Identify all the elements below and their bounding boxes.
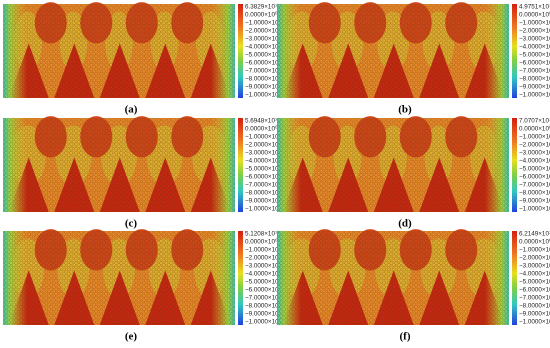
legend-label: −9.0000×10⁷: [245, 198, 282, 205]
legend-label: 0.0000×10⁰: [245, 239, 278, 246]
legend-label: −6.0000×10⁷: [245, 174, 282, 181]
legend-label: −8.0000×10⁷: [519, 303, 550, 310]
colorbar: [238, 118, 243, 212]
mesh: [3, 118, 235, 212]
legend-label: −1.0000×10⁷: [519, 247, 550, 254]
legend-label: −4.0000×10⁷: [245, 44, 282, 51]
panel-caption: (d): [398, 218, 412, 230]
legend-label: −3.0000×10⁷: [245, 36, 282, 43]
legend-label: −2.0000×10⁷: [519, 255, 550, 262]
legend-label: −7.0000×10⁷: [519, 295, 550, 302]
legend-label: −3.0000×10⁷: [519, 263, 550, 270]
panel: 7.0707×10⁷0.0000×10⁰−1.0000×10⁷−2.0000×1…: [277, 116, 550, 230]
legend-label: −5.0000×10⁷: [245, 279, 282, 286]
legend-label: 4.9751×10⁷: [519, 4, 550, 11]
legend-label: −7.0000×10⁷: [519, 182, 550, 189]
panel-caption: (b): [398, 104, 412, 116]
legend-label: −7.0000×10⁷: [519, 68, 550, 75]
legend-label: −6.0000×10⁷: [519, 287, 550, 294]
legend-label: −8.0000×10⁷: [245, 190, 282, 197]
legend-label: 7.0707×10⁷: [519, 118, 550, 125]
legend-label: −1.0000×10⁸: [245, 319, 282, 326]
mesh: [277, 231, 509, 325]
mesh: [277, 4, 509, 98]
panel: 4.9751×10⁷0.0000×10⁰−1.0000×10⁷−2.0000×1…: [277, 2, 550, 116]
legend-label: −5.0000×10⁷: [245, 166, 282, 173]
legend-label: −1.0000×10⁷: [519, 20, 550, 27]
mesh: [3, 4, 235, 98]
legend-label: −3.0000×10⁷: [245, 150, 282, 157]
panel-caption: (c): [125, 218, 138, 230]
legend-label: −1.0000×10⁸: [519, 206, 550, 213]
mesh: [277, 118, 509, 212]
legend-label: −2.0000×10⁷: [245, 142, 282, 149]
legend-label: 5.1208×10⁷: [245, 231, 278, 238]
legend-label: −5.0000×10⁷: [245, 52, 282, 59]
legend-label: −5.0000×10⁷: [519, 166, 550, 173]
panel: 6.2149×10⁷0.0000×10⁰−1.0000×10⁷−2.0000×1…: [277, 229, 550, 343]
legend-label: −4.0000×10⁷: [519, 44, 550, 51]
legend-label: −5.0000×10⁷: [519, 52, 550, 59]
legend-label: −2.0000×10⁷: [245, 255, 282, 262]
legend-label: −1.0000×10⁸: [245, 92, 282, 99]
legend-label: −3.0000×10⁷: [519, 36, 550, 43]
panel: 5.1208×10⁷0.0000×10⁰−1.0000×10⁷−2.0000×1…: [3, 229, 282, 343]
legend-label: −3.0000×10⁷: [519, 150, 550, 157]
legend-label: −1.0000×10⁸: [519, 319, 550, 326]
legend-label: −2.0000×10⁷: [245, 28, 282, 35]
legend-label: 0.0000×10⁰: [519, 12, 550, 19]
legend-label: −1.0000×10⁷: [519, 134, 550, 141]
legend-label: −9.0000×10⁷: [245, 311, 282, 318]
legend-label: −3.0000×10⁷: [245, 263, 282, 270]
panel-caption: (e): [125, 331, 138, 343]
legend-label: 5.6948×10⁷: [245, 118, 278, 125]
mesh: [3, 231, 235, 325]
legend-label: −1.0000×10⁷: [245, 247, 282, 254]
panel: 6.3829×10⁷0.0000×10⁰−1.0000×10⁷−2.0000×1…: [3, 2, 282, 116]
legend-label: −9.0000×10⁷: [519, 198, 550, 205]
legend-label: −2.0000×10⁷: [519, 142, 550, 149]
legend-label: −1.0000×10⁷: [245, 20, 282, 27]
legend-label: 0.0000×10⁰: [519, 239, 550, 246]
legend-label: −9.0000×10⁷: [245, 84, 282, 91]
legend-label: −8.0000×10⁷: [519, 76, 550, 83]
legend-label: 0.0000×10⁰: [245, 126, 278, 133]
legend-label: −1.0000×10⁸: [245, 206, 282, 213]
colorbar: [512, 118, 517, 212]
legend-label: −8.0000×10⁷: [519, 190, 550, 197]
legend-label: 6.3829×10⁷: [245, 4, 278, 11]
legend-label: 6.2149×10⁷: [519, 231, 550, 238]
panel-caption: (a): [125, 104, 138, 116]
legend-label: −5.0000×10⁷: [519, 279, 550, 286]
legend-label: −7.0000×10⁷: [245, 182, 282, 189]
legend-label: −4.0000×10⁷: [245, 271, 282, 278]
legend-label: −4.0000×10⁷: [519, 158, 550, 165]
legend-label: −7.0000×10⁷: [245, 68, 282, 75]
legend-label: −4.0000×10⁷: [519, 271, 550, 278]
legend-label: 0.0000×10⁰: [519, 126, 550, 133]
colorbar: [238, 4, 243, 98]
colorbar: [512, 231, 517, 325]
legend-label: −9.0000×10⁷: [519, 311, 550, 318]
legend-label: −6.0000×10⁷: [245, 60, 282, 67]
legend-label: −9.0000×10⁷: [519, 84, 550, 91]
legend-label: −7.0000×10⁷: [245, 295, 282, 302]
legend-label: −4.0000×10⁷: [245, 158, 282, 165]
legend-label: −1.0000×10⁷: [245, 134, 282, 141]
legend-label: −2.0000×10⁷: [519, 28, 550, 35]
legend-label: 0.0000×10⁰: [245, 12, 278, 19]
legend-label: −6.0000×10⁷: [519, 60, 550, 67]
legend-label: −8.0000×10⁷: [245, 303, 282, 310]
panel: 5.6948×10⁷0.0000×10⁰−1.0000×10⁷−2.0000×1…: [3, 116, 282, 230]
colorbar: [238, 231, 243, 325]
legend-label: −6.0000×10⁷: [245, 287, 282, 294]
legend-label: −1.0000×10⁸: [519, 92, 550, 99]
legend-label: −6.0000×10⁷: [519, 174, 550, 181]
legend-label: −8.0000×10⁷: [245, 76, 282, 83]
colorbar: [512, 4, 517, 98]
panel-caption: (f): [400, 331, 411, 343]
